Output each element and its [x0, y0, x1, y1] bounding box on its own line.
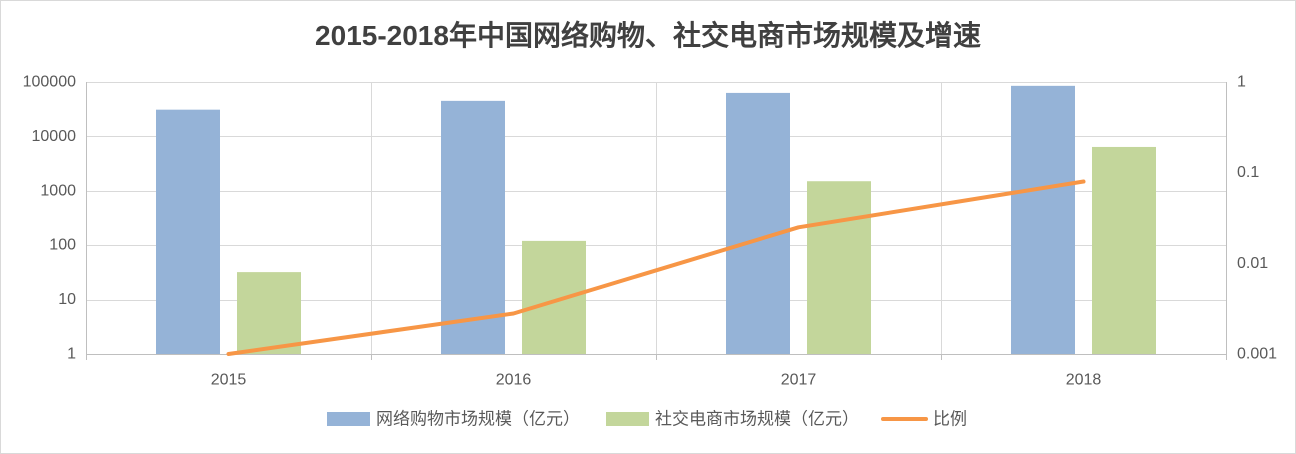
legend-label-social-ecommerce: 社交电商市场规模（亿元）: [655, 410, 859, 429]
left-y-tick-label: 1: [67, 346, 76, 363]
left-y-tick-label: 100: [49, 237, 76, 254]
x-tick-label: 2015: [211, 372, 247, 389]
left-y-tick-label: 10: [58, 291, 76, 308]
bar-social-ecommerce-2017: [807, 181, 871, 354]
bar-social-ecommerce-2018: [1092, 146, 1156, 354]
right-y-tick-label: 0.01: [1237, 255, 1268, 272]
right-y-axis-labels: 0.001 0.01 0.1 1: [1237, 74, 1277, 363]
legend: 网络购物市场规模（亿元） 社交电商市场规模（亿元） 比例: [327, 410, 967, 429]
x-axis-labels: 2015 2016 2017 2018: [211, 372, 1102, 389]
left-y-axis-labels: 1 10 100 1000 10000 100000: [23, 74, 76, 363]
bar-social-ecommerce-2015: [237, 272, 301, 354]
line-series-ratio: [226, 179, 1086, 356]
left-y-tick-label: 1000: [40, 182, 76, 199]
x-tick-label: 2018: [1066, 372, 1102, 389]
legend-swatch-social-ecommerce: [606, 412, 649, 426]
bar-social-ecommerce-2016: [522, 240, 586, 354]
legend-swatch-online-shopping: [327, 412, 370, 426]
bar-online-shopping-2015: [156, 109, 220, 354]
right-y-tick-label: 1: [1237, 74, 1246, 91]
right-y-tick-label: 0.1: [1237, 164, 1259, 181]
bar-series: [156, 85, 1156, 355]
chart-title: 2015-2018年中国网络购物、社交电商市场规模及增速: [315, 19, 981, 51]
legend-label-ratio: 比例: [933, 410, 967, 429]
x-tick-label: 2017: [781, 372, 817, 389]
bar-online-shopping-2016: [441, 100, 505, 355]
line-series: [226, 179, 1086, 356]
legend-label-online-shopping: 网络购物市场规模（亿元）: [376, 410, 580, 429]
bar-online-shopping-2018: [1011, 85, 1075, 355]
right-y-tick-label: 0.001: [1237, 346, 1277, 363]
bar-online-shopping-2017: [726, 92, 790, 355]
left-y-tick-label: 100000: [23, 74, 76, 91]
x-tick-label: 2016: [496, 372, 532, 389]
left-y-tick-label: 10000: [32, 128, 77, 145]
